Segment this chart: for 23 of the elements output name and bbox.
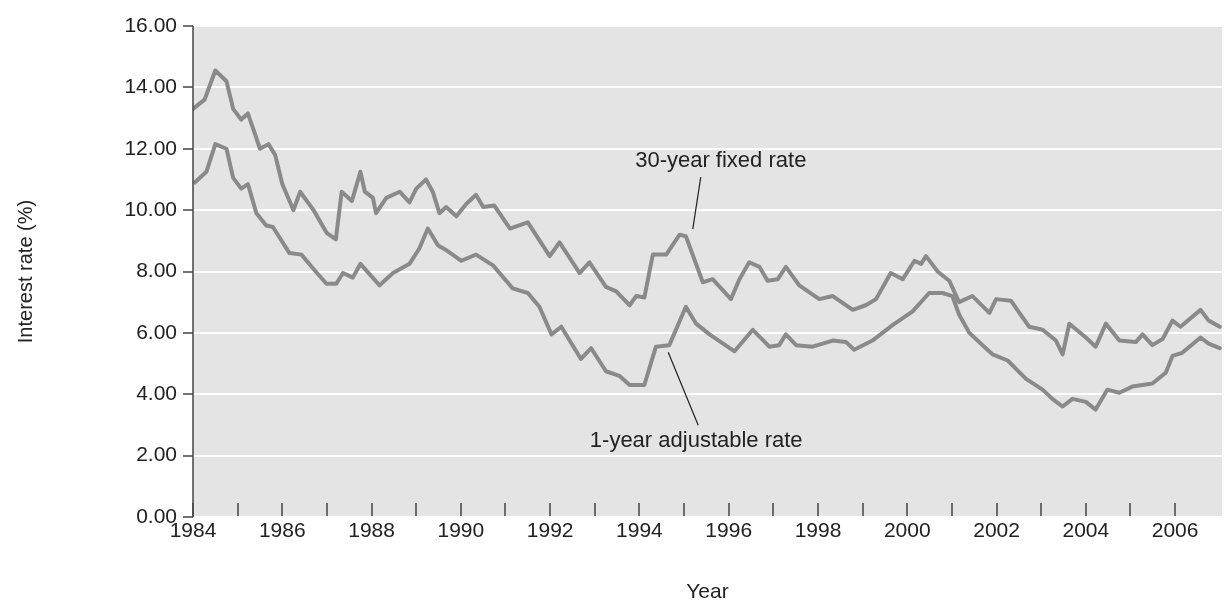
x-tick-label: 1986 xyxy=(258,518,306,542)
x-tick-label: 2002 xyxy=(973,518,1020,542)
y-tick-label: 4.00 xyxy=(136,381,177,405)
y-tick-label: 6.00 xyxy=(136,319,177,343)
y-tick-label: 12.00 xyxy=(124,135,177,159)
x-tick-label: 2004 xyxy=(1062,518,1110,542)
x-axis-title: Year xyxy=(686,579,729,603)
x-tick-label: 1992 xyxy=(526,518,574,542)
y-tick-label: 10.00 xyxy=(124,196,177,220)
x-tick-label: 1988 xyxy=(348,518,395,542)
x-tick-label: 2006 xyxy=(1151,518,1199,542)
x-tick-label: 1998 xyxy=(794,518,842,542)
x-tick-label: 1996 xyxy=(705,518,753,542)
y-tick-label: 16.00 xyxy=(124,12,177,36)
y-axis-title: Interest rate (%) xyxy=(13,199,36,344)
annotation: 30-year fixed rate xyxy=(635,147,807,173)
y-tick-label: 2.00 xyxy=(136,442,177,466)
x-tick-label: 1990 xyxy=(437,518,485,542)
x-tick-label: 1994 xyxy=(616,518,664,542)
y-tick-label: 14.00 xyxy=(124,74,177,98)
annotation: 1-year adjustable rate xyxy=(589,427,803,453)
x-tick-label: 2000 xyxy=(883,518,931,542)
y-tick-label: 8.00 xyxy=(136,258,177,282)
